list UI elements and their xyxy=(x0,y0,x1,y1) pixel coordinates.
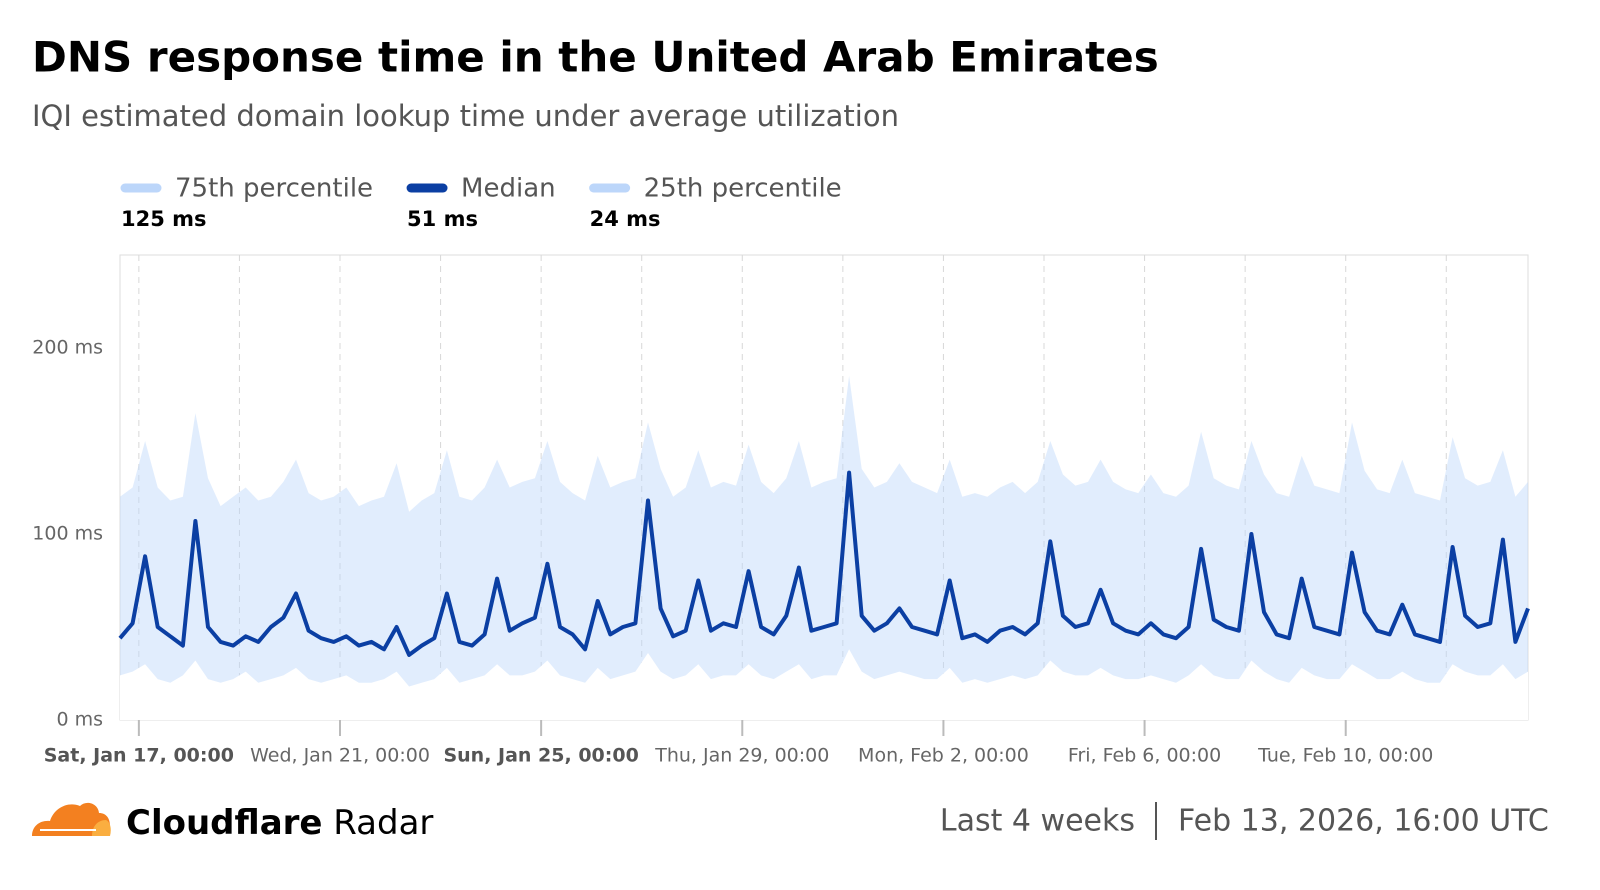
legend-label: 25th percentile xyxy=(644,174,842,204)
x-tick-label: Mon, Feb 2, 00:00 xyxy=(858,745,1029,767)
band-area xyxy=(120,375,1528,720)
y-tick-label: 200 ms xyxy=(32,337,103,359)
legend-value: 24 ms xyxy=(590,207,661,231)
product-name: Radar xyxy=(333,803,433,843)
median-line xyxy=(118,470,1530,657)
y-tick-label: 0 ms xyxy=(56,709,103,731)
logo xyxy=(32,802,111,836)
y-tick-label: 100 ms xyxy=(32,523,103,545)
x-tick-label: Sat, Jan 17, 00:00 xyxy=(44,745,234,767)
x-tick-label: Wed, Jan 21, 00:00 xyxy=(250,745,430,767)
brand-name: Cloudflare xyxy=(126,803,322,843)
brand: Cloudflare Radar xyxy=(126,803,433,843)
x-tick-label: Thu, Jan 29, 00:00 xyxy=(654,745,829,767)
chart-subtitle: IQI estimated domain lookup time under a… xyxy=(32,99,899,133)
chart-title: DNS response time in the United Arab Emi… xyxy=(32,33,1159,82)
x-tick-label: Sun, Jan 25, 00:00 xyxy=(443,745,638,767)
band-area xyxy=(120,649,1528,720)
range-label: Last 4 weeks xyxy=(940,804,1135,839)
legend-value: 51 ms xyxy=(407,207,478,231)
legend-label: 75th percentile xyxy=(175,174,373,204)
plot-area xyxy=(118,255,1530,720)
legend-value: 125 ms xyxy=(121,207,207,231)
legend-label: Median xyxy=(461,174,556,204)
x-tick-label: Fri, Feb 6, 00:00 xyxy=(1068,745,1221,767)
timestamp: Feb 13, 2026, 16:00 UTC xyxy=(1178,804,1549,839)
x-tick-label: Tue, Feb 10, 00:00 xyxy=(1257,745,1433,767)
